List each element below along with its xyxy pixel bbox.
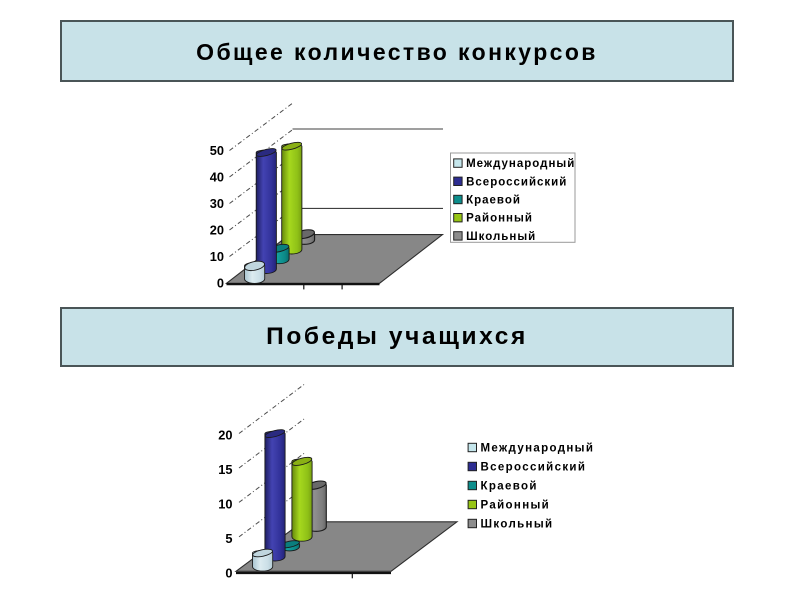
svg-text:10: 10 xyxy=(210,249,224,264)
svg-text:Международный: Международный xyxy=(481,443,595,455)
svg-text:40: 40 xyxy=(210,170,224,185)
svg-text:Краевой: Краевой xyxy=(481,481,538,493)
svg-text:Всероссийский: Всероссийский xyxy=(481,462,587,474)
svg-text:50: 50 xyxy=(210,143,224,158)
svg-text:0: 0 xyxy=(217,276,224,291)
svg-text:20: 20 xyxy=(218,428,232,443)
svg-text:5: 5 xyxy=(225,531,232,546)
svg-text:Всероссийский: Всероссийский xyxy=(466,176,567,188)
svg-text:Международный: Международный xyxy=(466,158,575,170)
svg-text:15: 15 xyxy=(218,462,232,477)
svg-text:10: 10 xyxy=(218,496,232,511)
svg-text:Школьный: Школьный xyxy=(466,231,536,243)
svg-text:20: 20 xyxy=(210,223,224,238)
svg-text:30: 30 xyxy=(210,196,224,211)
svg-text:0: 0 xyxy=(225,565,232,580)
svg-text:Районный: Районный xyxy=(466,213,533,225)
svg-text:Краевой: Краевой xyxy=(466,195,521,207)
svg-text:Школьный: Школьный xyxy=(481,519,554,531)
svg-text:Районный: Районный xyxy=(481,500,551,512)
